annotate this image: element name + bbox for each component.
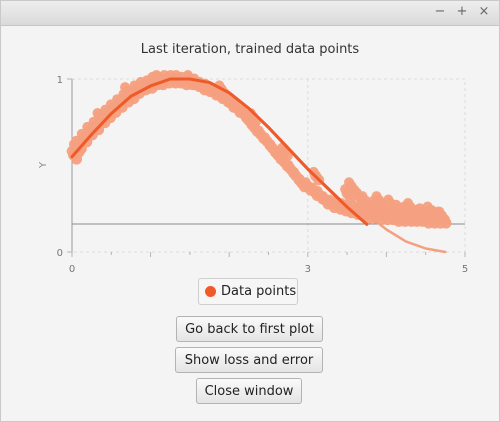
data-point — [236, 104, 247, 115]
legend-dot-icon — [205, 286, 216, 297]
y-axis-label: Y — [38, 161, 49, 169]
data-point — [259, 132, 270, 143]
window-controls: − + × — [433, 4, 491, 20]
data-point — [437, 214, 449, 226]
data-point — [391, 199, 402, 210]
data-point — [361, 198, 373, 210]
show-loss-button[interactable]: Show loss and error — [175, 347, 323, 373]
legend: Data points — [198, 278, 298, 305]
data-point — [92, 108, 103, 119]
data-point — [120, 82, 131, 93]
data-point — [395, 207, 407, 219]
go-back-button[interactable]: Go back to first plot — [176, 316, 323, 342]
data-point — [245, 108, 256, 119]
title-bar[interactable]: − + × — [1, 1, 499, 26]
chart-title: Last iteration, trained data points — [140, 42, 360, 57]
scatter-chart: 03501Yx — [38, 70, 468, 275]
data-point — [281, 150, 293, 162]
data-point — [289, 166, 300, 177]
close-window-button[interactable]: Close window — [196, 378, 302, 404]
data-point — [73, 146, 85, 158]
data-point — [344, 177, 355, 188]
x-tick-label: 5 — [462, 264, 468, 275]
data-point — [383, 194, 394, 205]
data-point — [375, 199, 386, 210]
data-point — [283, 159, 294, 170]
y-tick-label: 1 — [57, 75, 63, 86]
y-tick-label: 0 — [57, 248, 63, 259]
data-point — [432, 206, 443, 217]
data-point — [357, 191, 368, 202]
legend-label: Data points — [221, 284, 297, 299]
x-tick-label: 3 — [305, 264, 311, 275]
close-icon[interactable]: × — [478, 4, 490, 19]
data-point — [308, 166, 319, 177]
data-point — [415, 212, 427, 224]
data-point — [422, 201, 433, 212]
minimize-icon[interactable]: − — [434, 4, 446, 19]
trained-line-overlay — [70, 77, 369, 226]
data-point — [151, 70, 162, 80]
data-point — [379, 207, 391, 219]
data-point — [410, 204, 421, 215]
data-point — [68, 139, 79, 150]
maximize-icon[interactable]: + — [456, 4, 468, 19]
data-point — [348, 184, 360, 196]
x-tick-label: 0 — [69, 264, 75, 275]
data-point — [253, 125, 264, 136]
data-point — [265, 139, 276, 150]
